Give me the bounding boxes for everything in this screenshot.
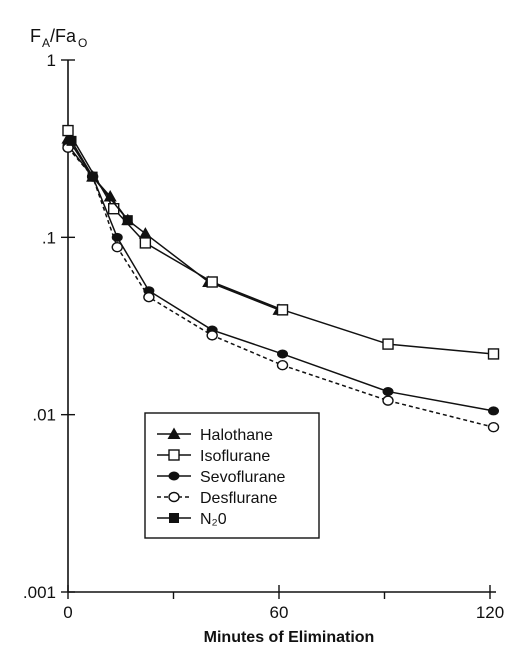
- series-line-sevoflurane: [67, 144, 494, 412]
- data-point-isoflurane: [108, 203, 120, 215]
- x-tick-label: 120: [476, 603, 504, 622]
- data-point-desflurane: [382, 395, 394, 406]
- y-axis-label-sub-a: A: [42, 36, 50, 50]
- y-axis-label-f: F: [30, 26, 41, 46]
- data-point-halothane: [138, 227, 152, 239]
- data-point-sevoflurane: [488, 406, 500, 416]
- legend-marker-n-0: [169, 513, 179, 523]
- data-point-sevoflurane: [382, 387, 394, 397]
- y-tick-label: 1: [47, 51, 56, 70]
- legend-label-sevoflurane: Sevoflurane: [200, 469, 285, 486]
- legend: Halothane Isoflurane Sevoflurane Desflurane…: [144, 412, 320, 539]
- series-layer: [61, 124, 500, 433]
- x-tick-label: 60: [270, 603, 289, 622]
- series-line-isoflurane: [67, 130, 494, 355]
- legend-marker-halothane: [167, 427, 181, 439]
- data-point-desflurane: [276, 360, 289, 371]
- data-point-isoflurane: [487, 348, 500, 360]
- data-point-n-0: [122, 215, 133, 226]
- data-point-isoflurane: [206, 276, 218, 288]
- data-point-isoflurane: [382, 338, 394, 350]
- legend-label-n-0: N₂0: [200, 511, 227, 528]
- y-tick-label: .001: [23, 583, 56, 602]
- data-point-isoflurane: [62, 124, 74, 137]
- legend-marker-sevoflurane: [168, 471, 180, 481]
- x-tick-label: 0: [63, 603, 72, 622]
- data-point-isoflurane: [139, 237, 152, 249]
- data-point-desflurane: [143, 291, 155, 303]
- series-sevoflurane: [62, 140, 500, 416]
- legend-marker-desflurane: [168, 491, 180, 503]
- data-point-sevoflurane: [111, 232, 123, 242]
- data-point-desflurane: [111, 241, 123, 253]
- legend-label-desflurane: Desflurane: [200, 490, 277, 507]
- data-point-n-0: [66, 135, 77, 146]
- data-point-desflurane: [206, 330, 218, 341]
- y-tick-label: .1: [42, 228, 56, 247]
- axes: 1 .1 .01 .001 0 60 120: [23, 51, 504, 622]
- data-point-isoflurane: [276, 304, 289, 316]
- legend-label-halothane: Halothane: [200, 427, 273, 444]
- data-point-sevoflurane: [277, 349, 289, 359]
- series-line-halothane: [67, 138, 280, 311]
- series-isoflurane: [62, 124, 500, 360]
- data-point-n-0: [87, 171, 98, 182]
- y-axis-label-sub-o: O: [78, 36, 87, 50]
- series-line-desflurane: [67, 147, 494, 428]
- y-tick-label: .01: [32, 406, 56, 425]
- series-desflurane: [62, 142, 500, 433]
- x-axis-title: Minutes of Elimination: [204, 629, 375, 646]
- legend-label-isoflurane: Isoflurane: [200, 448, 270, 465]
- data-point-desflurane: [487, 421, 500, 433]
- y-axis-label-fa: /Fa: [50, 26, 77, 46]
- legend-marker-isoflurane: [168, 449, 180, 461]
- series-halothane: [61, 132, 286, 315]
- series-n-0: [66, 135, 133, 226]
- y-axis-label: F A /Fa O: [30, 26, 87, 50]
